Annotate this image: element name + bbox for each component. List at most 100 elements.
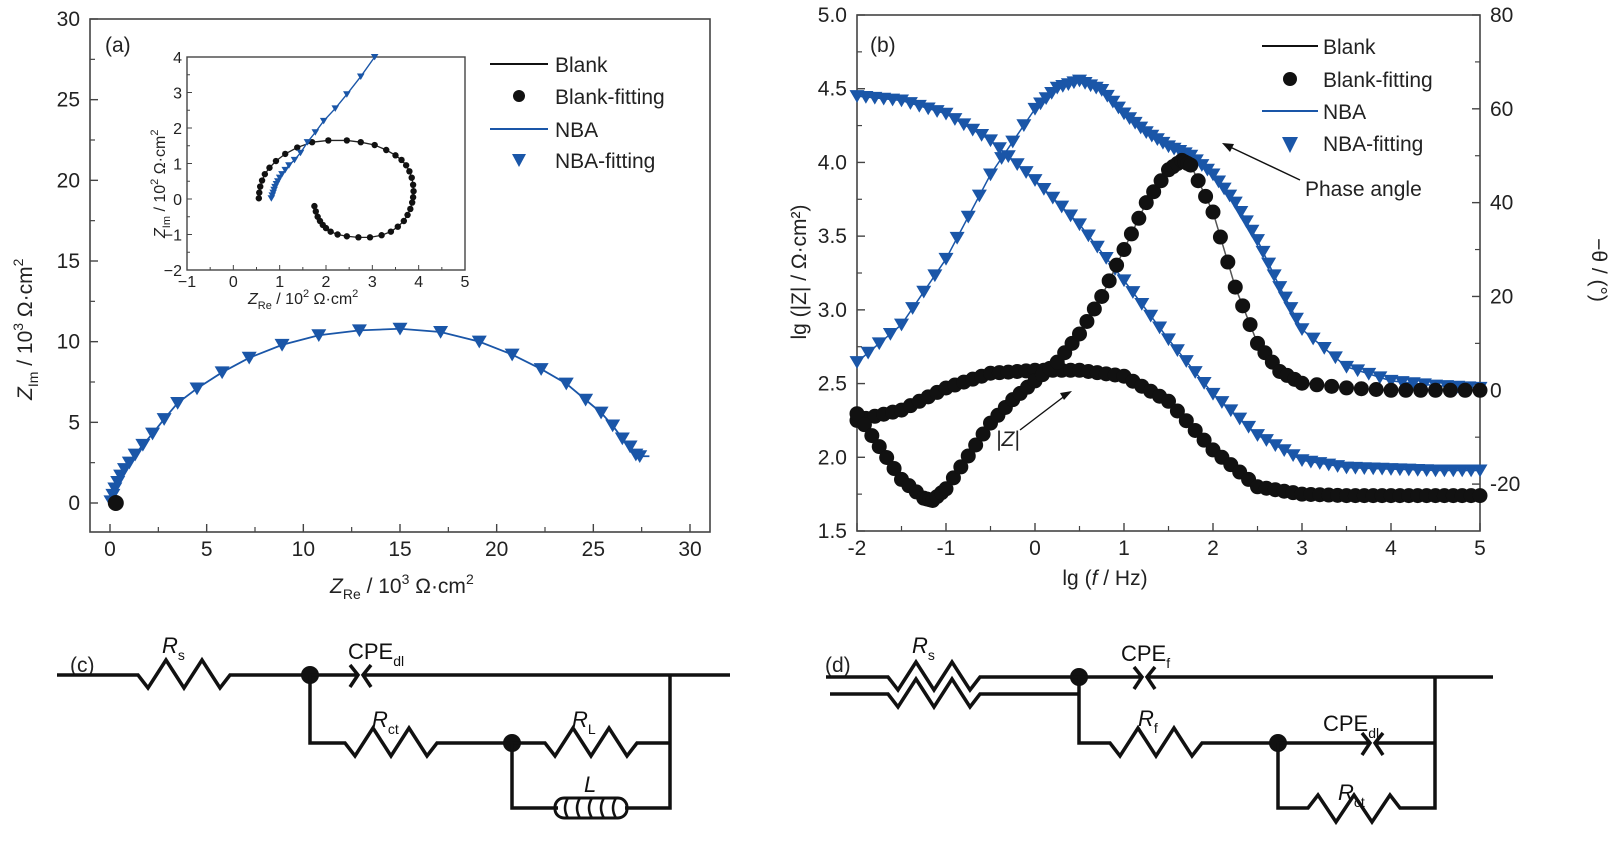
inset-blank-fitting-point [357, 139, 364, 146]
nba-fitting-point [938, 107, 954, 121]
nba-fitting-point [1018, 166, 1034, 179]
legend-blank-fitting-marker [513, 90, 525, 102]
inset-nba-fitting-point [303, 139, 312, 146]
label-rl: RL [572, 707, 596, 737]
nba-fitting-point [1261, 257, 1277, 271]
blank-fitting-point [1324, 378, 1340, 394]
inset-nba-fitting-point [290, 156, 299, 164]
nba-fitting-point [1063, 209, 1079, 223]
blank-fitting-point [1123, 226, 1139, 242]
inset-x-tick-label: 4 [414, 274, 423, 291]
inset-nba-fitting-point [331, 105, 340, 112]
y-tick-label: 3.5 [818, 225, 847, 248]
inset-blank-fitting-point [400, 217, 408, 225]
blank-fitting-point [1187, 422, 1203, 438]
blank-fitting-point [849, 406, 865, 422]
nba-fitting-point [1222, 189, 1238, 203]
nba-fitting-point [1134, 297, 1150, 311]
nba-fitting-point [1232, 412, 1248, 426]
inset-x-tick-label: 5 [461, 274, 470, 291]
legend-nba-fitting-label: NBA-fitting [1323, 133, 1423, 156]
inset-y-axis-title: ZIm / 102 Ω·cm2 [149, 130, 173, 239]
label-rf: Rf [1138, 706, 1158, 736]
nba-fitting-point [1089, 240, 1105, 254]
nba-fitting-point [905, 302, 921, 315]
y2-tick-label: -20 [1490, 473, 1520, 496]
nba-fitting-point [1266, 269, 1282, 283]
inset-nba-fitting-point [343, 91, 351, 98]
blank-fitting-point [107, 495, 124, 511]
nba-fitting-point [605, 419, 621, 433]
nba-fitting-point [533, 363, 549, 376]
inset-blank-fitting-point [404, 211, 411, 219]
x-tick-label: 2 [1207, 537, 1219, 560]
resistor-rs [830, 675, 1078, 711]
y-tick-label: 0 [68, 492, 80, 515]
nba-fitting-point [960, 210, 976, 224]
blank-fitting-point [1109, 257, 1125, 273]
blank-fitting-point [1457, 382, 1473, 398]
nba-fitting-point [1327, 351, 1343, 365]
nba-fitting-point [1045, 191, 1061, 205]
y-tick-label: 15 [57, 250, 80, 273]
inset-nba-fitting-point [296, 149, 305, 157]
inset-nba-fitting-point [356, 73, 365, 80]
blank-fitting-point [1353, 381, 1369, 397]
inset-nba-fitting-point [281, 166, 290, 174]
blank-fitting-point [1196, 432, 1212, 448]
nba-fitting-point [121, 456, 137, 470]
inset-blank-fitting-point [366, 234, 374, 241]
nba-fitting-point [1178, 355, 1194, 368]
nba-fitting-point [849, 356, 865, 369]
nba-fitting-point [170, 396, 186, 410]
inset-blank-fitting-point [312, 208, 320, 215]
legend-blank-fitting-label: Blank-fitting [1323, 69, 1433, 92]
blank-fitting-point [1190, 173, 1206, 189]
blank-fitting-point [1472, 488, 1488, 504]
blank-fitting-point [1072, 326, 1087, 342]
panel-b-label: (b) [870, 34, 896, 57]
x-tick-label: -2 [848, 537, 867, 560]
nba-fitting-point [1227, 196, 1243, 210]
nba-fitting-point [983, 134, 998, 148]
inset-y-tick-label: 4 [173, 50, 182, 67]
panel-b-y2-axis-title: −θ / (°) [1587, 238, 1608, 302]
nba-fitting-point [1116, 274, 1132, 288]
nba-fitting-point [1277, 291, 1293, 305]
blank-fitting-point [1442, 382, 1458, 398]
annotation-modulus: |Z| [996, 391, 1072, 451]
nba-fitting-point [1054, 200, 1070, 214]
panel-b-x-axis-title: lg (f / Hz) [1062, 567, 1147, 590]
blank-fitting-point [1227, 279, 1243, 295]
inset-data [255, 53, 417, 241]
y2-tick-label: 80 [1490, 4, 1513, 27]
label-cpe-dl: CPEdl [1323, 711, 1379, 741]
nba-fitting-point [471, 335, 487, 349]
x-tick-label: 3 [1296, 537, 1308, 560]
nba-fitting-point [433, 325, 449, 339]
panel-b-y-ticks: 1.5 2.0 2.5 3.0 3.5 4.0 4.5 5.0 [818, 4, 865, 543]
y-tick-label: 2.5 [818, 373, 847, 396]
inset-nba-fitting-point [285, 162, 293, 169]
y-tick-label: 2.0 [818, 446, 847, 469]
nba-fitting-point [1169, 344, 1185, 358]
nba-fitting-point [392, 322, 408, 336]
label-l: L [584, 772, 596, 797]
panel-b-data [849, 74, 1488, 509]
circuit-c-label: (c) [70, 654, 95, 677]
nba-fitting-point [1196, 376, 1212, 390]
nba-fitting-point [1267, 439, 1283, 452]
y2-tick-label: 60 [1490, 98, 1513, 121]
panel-b-y2-ticks: -20 0 20 40 60 80 [1472, 4, 1520, 496]
blank-fitting-point [953, 459, 969, 475]
blank-fitting-point [968, 437, 984, 453]
inset-x-tick-label: 0 [229, 274, 238, 291]
nba-fitting-point [1244, 224, 1260, 238]
nba-fitting-point [1072, 218, 1087, 232]
blank-fitting-point [1242, 317, 1258, 333]
resistor-rs-wire [826, 658, 1079, 694]
inset-blank-fitting-point [392, 152, 399, 159]
nba-fitting-point [241, 351, 257, 365]
nba-fitting-point [1080, 229, 1096, 243]
